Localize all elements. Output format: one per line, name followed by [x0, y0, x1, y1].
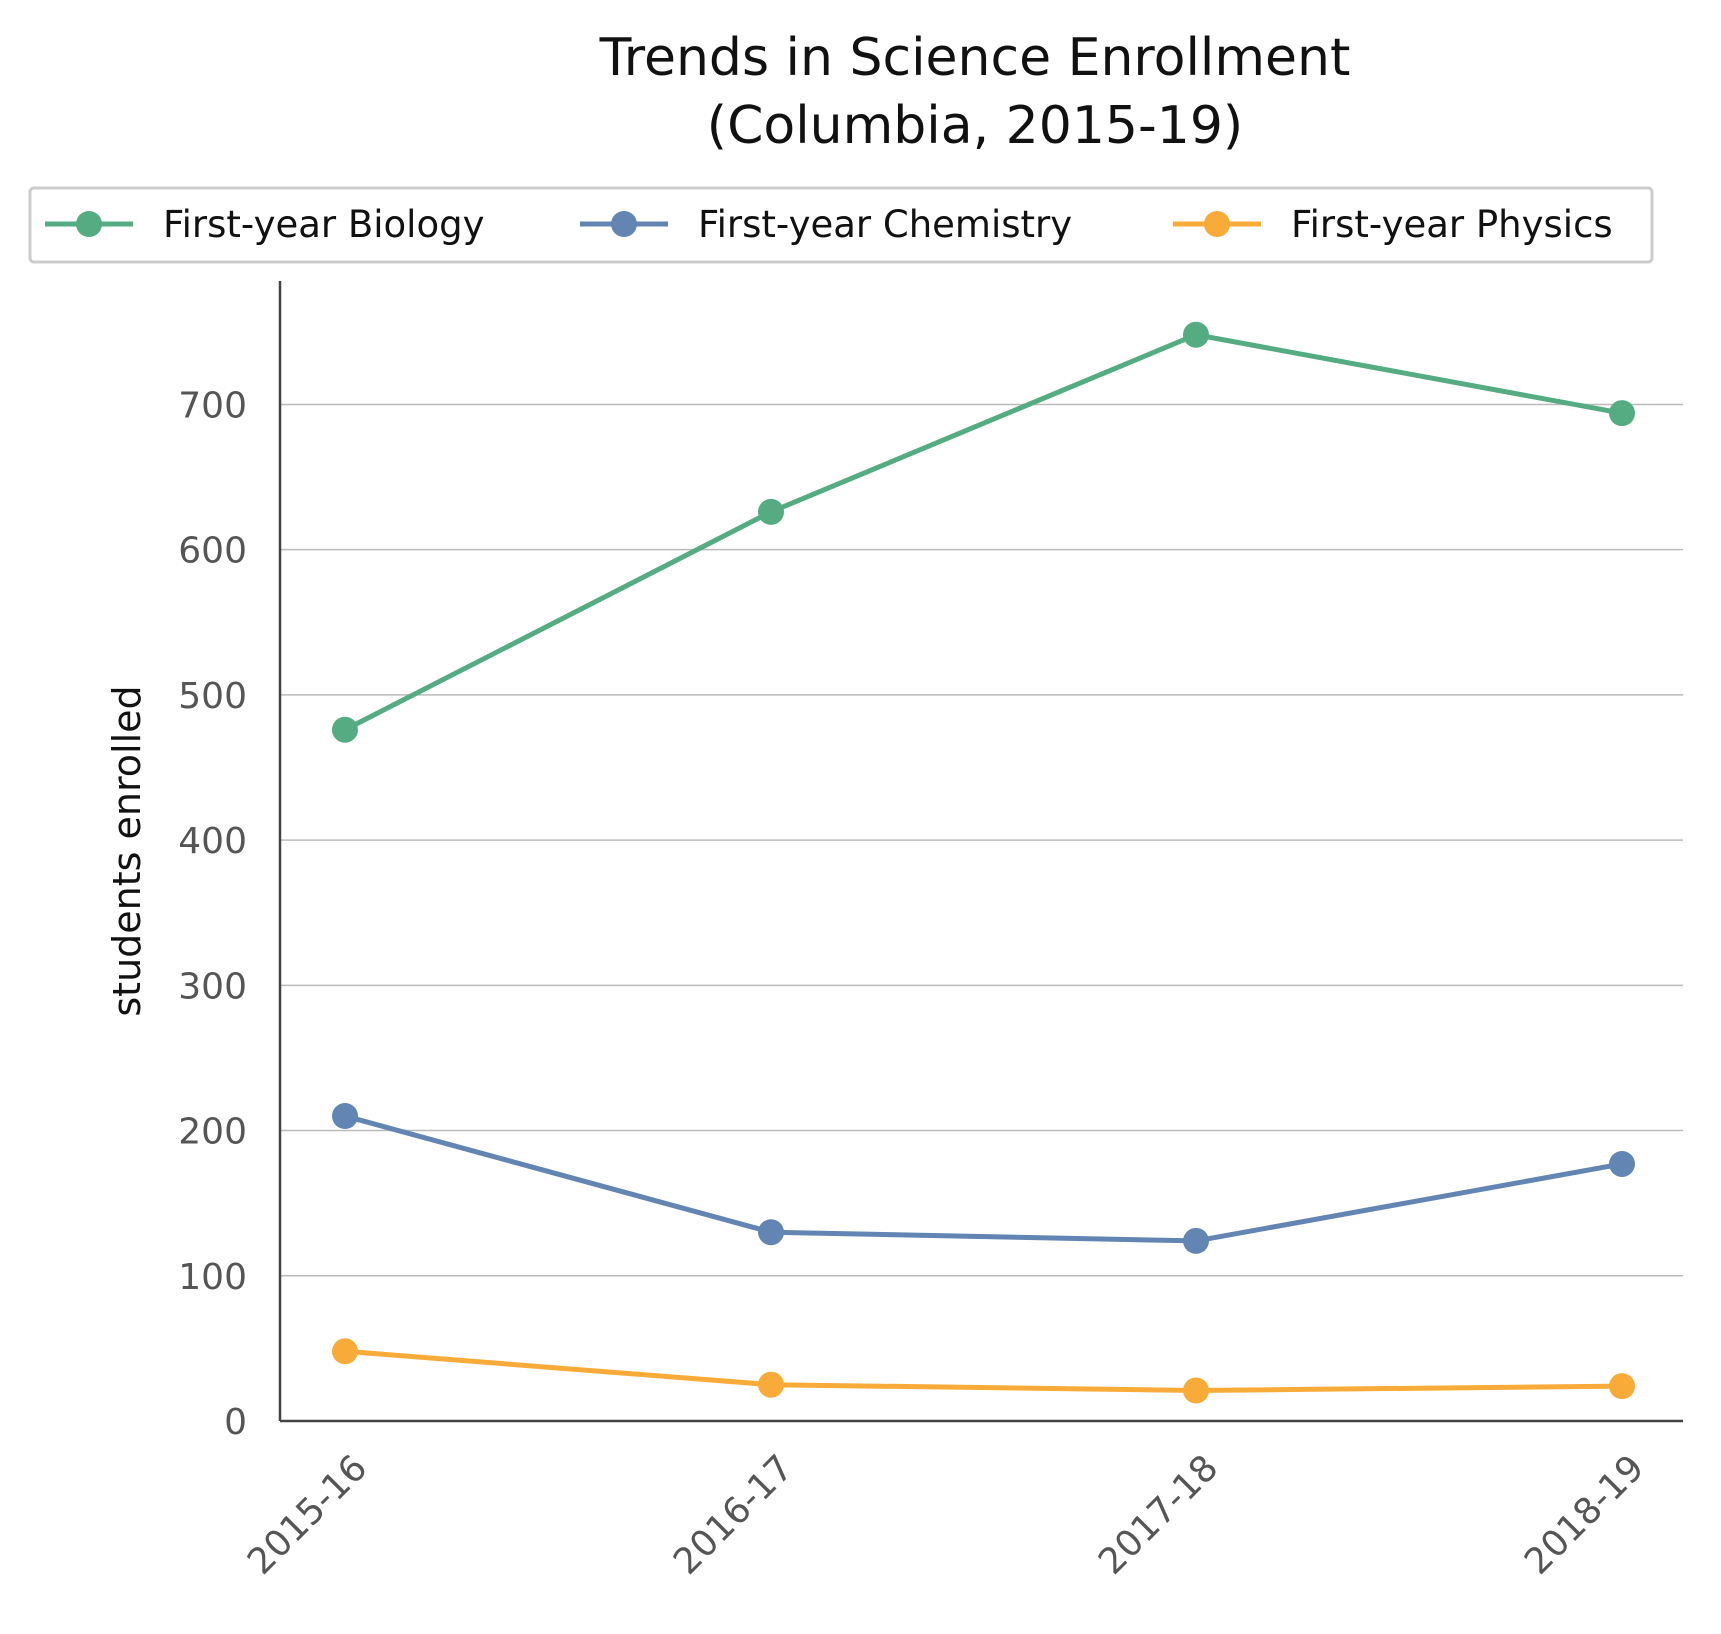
y-ticks: 0 100 200 300 400 500 600 700 [178, 385, 247, 1443]
data-point [1609, 400, 1635, 427]
y-tick-label: 300 [178, 966, 247, 1007]
x-tick-label: 2018-19 [1517, 1447, 1652, 1582]
series-line [342, 1348, 1625, 1394]
x-tick-label: 2015-16 [240, 1447, 375, 1582]
series-line [342, 1113, 1625, 1244]
chart-title: Trends in Science Enrollment [599, 28, 1351, 88]
data-point [758, 498, 784, 525]
y-tick-label: 600 [178, 531, 247, 572]
data-point [1183, 321, 1209, 348]
series-lines [342, 332, 1625, 1394]
legend: First-year Biology First-year Chemistry Fi… [28, 186, 1654, 264]
legend-swatch-marker [76, 211, 102, 237]
data-point [758, 1371, 784, 1398]
legend-swatch-marker [1204, 211, 1230, 237]
data-point [332, 716, 358, 743]
series-points [332, 321, 1635, 1404]
legend-label: First-year Chemistry [698, 203, 1072, 246]
data-point [1609, 1150, 1635, 1177]
y-tick-label: 0 [224, 1402, 247, 1443]
legend-item: First-year Chemistry [580, 203, 1072, 246]
data-point [1183, 1227, 1209, 1254]
x-tick-label: 2016-17 [666, 1447, 801, 1582]
series-line [342, 332, 1625, 733]
y-tick-label: 100 [178, 1257, 247, 1298]
legend-item: First-year Physics [1173, 203, 1613, 246]
y-tick-label: 400 [178, 821, 247, 862]
legend-label: First-year Biology [163, 203, 484, 246]
data-point [1183, 1377, 1209, 1404]
data-point [332, 1338, 358, 1365]
data-point [1609, 1373, 1635, 1400]
title-group: Trends in Science Enrollment (Columbia, … [599, 28, 1351, 156]
x-tick-label: 2017-18 [1091, 1447, 1226, 1582]
data-point [758, 1219, 784, 1246]
legend-label: First-year Physics [1291, 203, 1613, 246]
chart-subtitle: (Columbia, 2015-19) [707, 96, 1243, 156]
legend-frame [28, 186, 1654, 264]
legend-swatch-marker [611, 211, 637, 237]
legend-item: First-year Biology [45, 203, 484, 246]
data-point [332, 1103, 358, 1130]
y-tick-label: 700 [178, 385, 247, 426]
y-tick-label: 200 [178, 1112, 247, 1153]
gridlines [280, 403, 1683, 1277]
y-tick-label: 500 [178, 676, 247, 717]
x-ticks: 2015-16 2016-17 2017-18 2018-19 [240, 1447, 1652, 1582]
y-axis-label: students enrolled [105, 685, 149, 1016]
